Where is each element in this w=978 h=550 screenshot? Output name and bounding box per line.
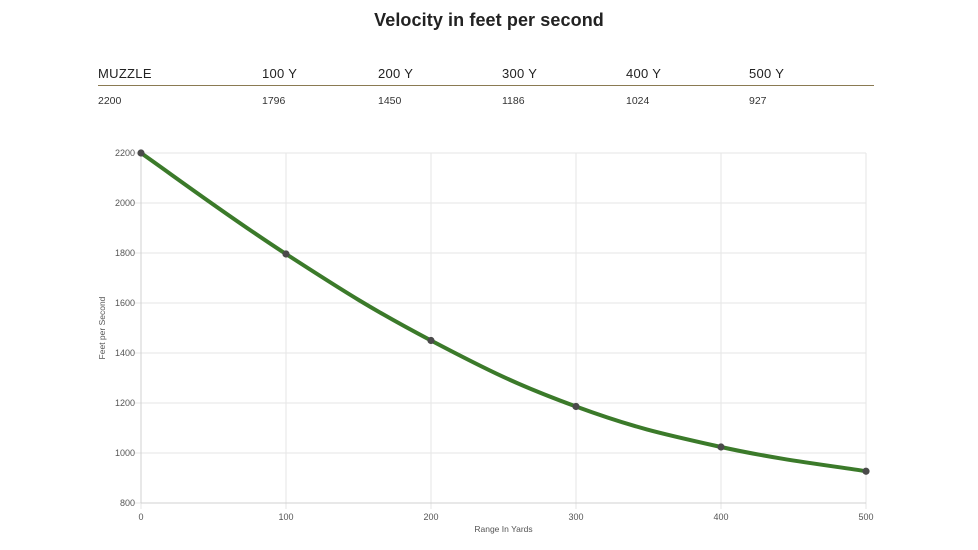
header-400y: 400 Y: [626, 66, 662, 81]
x-tick-label: 100: [278, 512, 293, 522]
data-point: [427, 336, 435, 345]
x-axis-title: Range In Yards: [474, 524, 532, 534]
value-200y: 1450: [378, 95, 402, 107]
value-400y: 1024: [626, 95, 650, 107]
header-100y: 100 Y: [262, 66, 298, 81]
chart-title: Velocity in feet per second: [374, 10, 604, 30]
velocity-table-header: MUZZLE 100 Y 200 Y 300 Y 400 Y 500 Y: [98, 64, 874, 86]
value-muzzle: 2200: [98, 95, 122, 107]
y-tick-label: 1400: [115, 348, 135, 358]
x-tick-label: 0: [138, 512, 143, 522]
series-line: [139, 151, 868, 474]
header-200y: 200 Y: [378, 66, 414, 81]
value-100y: 1796: [262, 95, 286, 107]
value-300y: 1186: [502, 95, 525, 107]
data-point: [717, 443, 725, 451]
header-muzzle: MUZZLE: [98, 66, 152, 81]
data-point: [282, 250, 290, 258]
y-tick-label: 1200: [115, 398, 135, 408]
tick-labels: 800 1000 1200 1400 1600 1800 2000 2200 0 100 200 30…: [115, 148, 874, 522]
y-tick-label: 1800: [115, 248, 135, 258]
value-500y: 927: [749, 95, 767, 107]
header-500y: 500 Y: [749, 66, 785, 81]
x-tick-label: 200: [423, 512, 438, 522]
y-tick-label: 1600: [115, 298, 135, 308]
x-tick-label: 500: [858, 512, 873, 522]
y-tick-label: 2000: [115, 198, 135, 208]
data-point: [572, 402, 580, 411]
y-tick-label: 2200: [115, 148, 135, 158]
series-layer: [137, 149, 870, 475]
header-300y: 300 Y: [502, 66, 538, 81]
data-point: [137, 149, 145, 157]
data-point: [862, 467, 870, 475]
y-tick-label: 800: [120, 498, 135, 508]
x-tick-label: 400: [713, 512, 728, 522]
velocity-table: MUZZLE 100 Y 200 Y 300 Y 400 Y 500 Y 220…: [98, 64, 874, 108]
x-tick-label: 300: [568, 512, 583, 522]
axes: [140, 153, 866, 504]
y-axis-title: Feet per Second: [97, 296, 107, 359]
y-tick-label: 1000: [115, 448, 135, 458]
velocity-table-row: 2200 1796 1450 1186 1024 927: [98, 86, 874, 108]
